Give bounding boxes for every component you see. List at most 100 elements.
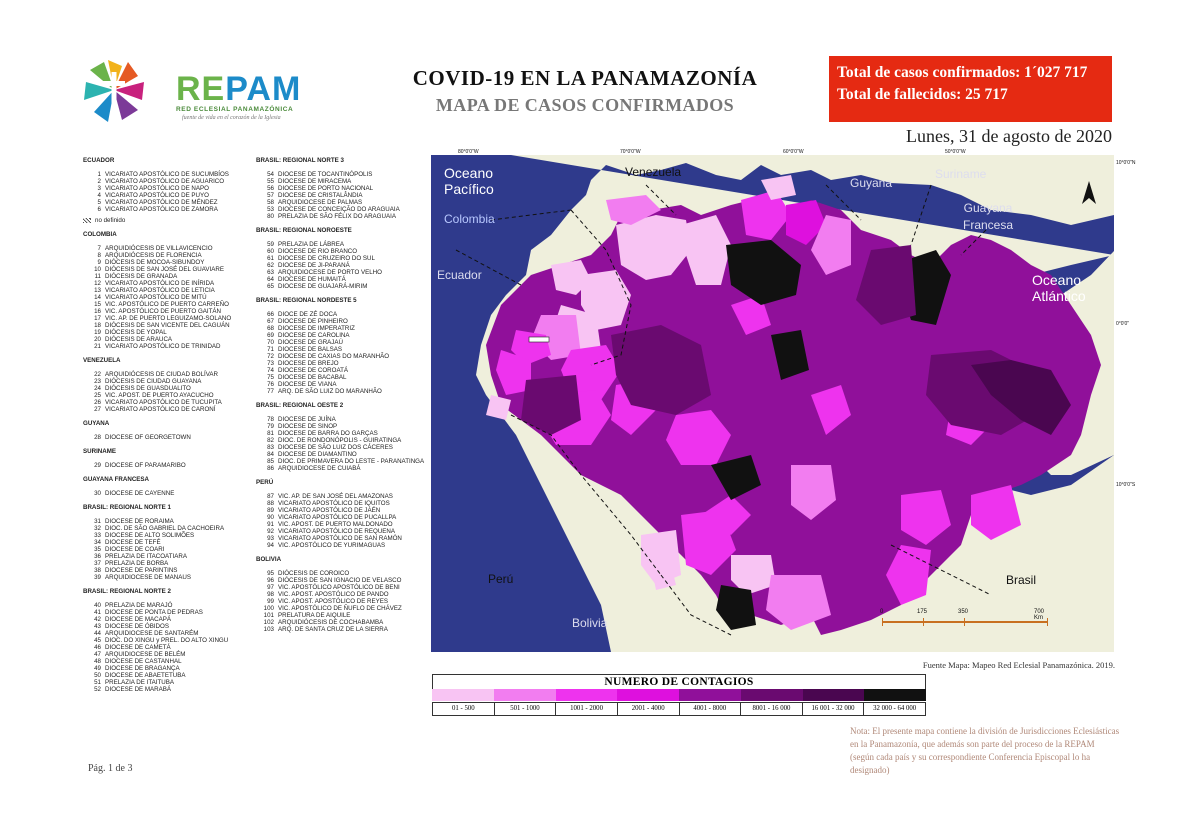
list-section-header: BRASIL: REGIONAL OESTE 2 [256,402,344,409]
label-colombia: Colombia [444,212,495,226]
jurisdiction-item: 54 DIOCESE DE TOCANTINÓPOLIS [256,171,428,178]
jurisdiction-name: DIOCESE DE BRAGANÇA [105,665,180,672]
jurisdiction-number: 73 [267,360,274,367]
legend-swatch [617,689,679,701]
jurisdiction-name: VIC. APOSTÓLICO DE ÑUFLO DE CHÁVEZ [278,605,402,612]
jurisdiction-item: 62 DIOCESE DE JI-PARANÁ [256,262,428,269]
jurisdiction-item: 88 VICARIATO APOSTÓLICO DE IQUITOS [256,500,428,507]
jurisdiction-name: DIOCESE DE JUÍNA [278,416,336,423]
jurisdiction-number: 50 [94,672,101,679]
region-86 [901,490,951,545]
region-27 [786,200,826,245]
jurisdiction-item: 81 DIOCESE DE BARRA DO GARÇAS [256,430,428,437]
jurisdiction-item: 70 DIOCESE DE GRAJAÚ [256,339,428,346]
jurisdiction-name: DIOC. DE RONDONÓPOLIS - GUIRATINGA [278,437,402,444]
jurisdiction-name: DIOCESE DE TOCANTINÓPOLIS [278,171,373,178]
jurisdiction-name: ARQUIDIOCESE DE PALMAS [278,199,363,206]
jurisdiction-item: 79 DIOCESE DE SINOP [256,423,428,430]
jurisdiction-name: DIOCESE DE JI-PARANÁ [278,262,350,269]
jurisdiction-item: 21 VICARIATO APOSTÓLICO DE TRINIDAD [83,343,253,350]
jurisdiction-number: 64 [267,276,274,283]
jurisdiction-number: 5 [97,199,101,206]
jurisdiction-name: VICARIATO APOSTÓLICO DE SAN RAMÓN [278,535,402,542]
jurisdiction-name: DIOC. DE PRIMAVERA DO LESTE - PARANATING… [278,458,425,465]
jurisdiction-number: 13 [94,287,101,294]
jurisdiction-number: 46 [94,644,101,651]
jurisdiction-item: 58 ARQUIDIOCESE DE PALMAS [256,199,428,206]
legend-swatch [555,689,618,701]
list-section-header: GUAYANA FRANCESA [83,476,150,483]
jurisdiction-name: DIOCESE DE VIANA [278,381,337,388]
jurisdiction-number: 43 [94,623,101,630]
jurisdiction-item: 60 DIOCESE DE RIO BRANCO [256,248,428,255]
jurisdiction-number: 74 [267,367,274,374]
jurisdiction-name: DIOCESE DE CRUZEIRO DO SUL [278,255,375,262]
jurisdiction-item: 73 DIOCESE DE BREJO [256,360,428,367]
jurisdiction-item: 50 DIOCESE DE ABAETETUBA [83,672,253,679]
jurisdiction-name: DIOCESE DE GRAJAÚ [278,339,343,346]
region-06 [486,395,511,420]
jurisdiction-item: 95 DIÓCESIS DE COROICO [256,570,428,577]
jurisdiction-name: DIÓCESIS DE CIUDAD GUAYANA [105,378,202,385]
jurisdiction-number: 94 [267,542,274,549]
jurisdiction-name: DIOCESE DE PONTA DE PEDRAS [105,609,203,616]
jurisdiction-name: DIOC. DO XINGU y PREL. DO ALTO XINGU [105,637,229,644]
jurisdiction-item: 13 VICARIATO APOSTÓLICO DE LETICIA [83,287,253,294]
jurisdiction-number: 98 [267,591,274,598]
jurisdiction-number: 9 [97,259,101,266]
list-section-header: PERÚ [256,479,274,486]
legend-class-label: 8001 - 16 000 [740,703,802,715]
jurisdiction-number: 71 [267,346,274,353]
jurisdiction-item: 75 DIOCESE DE BACABAL [256,374,428,381]
jurisdiction-name: DIOCESE DE ÓBIDOS [105,623,169,630]
jurisdiction-item: 27 VICARIATO APOSTÓLICO DE CARONÍ [83,406,253,413]
jurisdiction-item: 11 DIÓCESIS DE GRANADA [83,273,253,280]
jurisdiction-number: 17 [94,315,101,322]
jurisdiction-item: 38 DIOCESE DE PARINTINS [83,567,253,574]
jurisdiction-item: 99 VIC. APOST. APOSTÓLICO DE REYES [256,598,428,605]
jurisdiction-name: DIOCESE DE PORTO NACIONAL [278,185,374,192]
jurisdiction-number: 78 [267,416,274,423]
jurisdiction-number: 33 [94,532,101,539]
list-section-header: BRASIL: REGIONAL NORTE 3 [256,157,344,164]
jurisdiction-item: 34 DIOCESE DE TEFÉ [83,539,253,546]
jurisdiction-name: VICARIATO APOSTÓLICO DE CARONÍ [105,406,216,413]
label-ecuador: Ecuador [437,268,482,282]
jurisdiction-number: 2 [97,178,101,185]
jurisdiction-item: 78 DIOCESE DE JUÍNA [256,416,428,423]
legend-swatch [493,689,556,701]
jurisdiction-item: 29 DIOCESE OF PARAMARIBO [83,462,253,469]
jurisdiction-name: ARQUIDIOCESE DE BELÉM [105,651,186,658]
jurisdiction-number: 59 [267,241,274,248]
jurisdiction-name: DIOCESE DE RORAIMA [105,518,174,525]
jurisdiction-item: 103 ARQ. DE SANTA CRUZ DE LA SIERRA [256,626,428,633]
jurisdiction-name: DIOCESE DE MACAPÁ [105,616,172,623]
jurisdiction-number: 21 [94,343,101,350]
jurisdiction-number: 88 [267,500,274,507]
jurisdiction-name: DIÓCESIS DE ARAUCA [105,336,173,343]
jurisdiction-item: 14 VICARIATO APOSTÓLICO DE MITÚ [83,294,253,301]
total-deaths: Total de fallecidos: 25 717 [837,86,1008,103]
jurisdiction-name: DIOCESE DE RIO BRANCO [278,248,358,255]
jurisdiction-number: 57 [267,192,274,199]
jurisdiction-item: 89 VICARIATO APOSTÓLICO DE JAÉN [256,507,428,514]
jurisdiction-name: VICARIATO APOSTÓLICO DE TRINIDAD [105,343,221,350]
jurisdiction-name: DIÓCESIS DE YOPAL [105,329,167,336]
jurisdiction-name: PRELATURA DE AIQUILE [278,612,351,619]
jurisdiction-number: 25 [94,392,101,399]
jurisdiction-item: 82 DIOC. DE RONDONÓPOLIS - GUIRATINGA [256,437,428,444]
jurisdiction-name: DIOCESE DE BREJO [278,360,339,367]
jurisdiction-name: DIOCESE DE MARABÁ [105,686,172,693]
jurisdiction-number: 56 [267,185,274,192]
jurisdiction-item: 84 DIOCESE DE DIAMANTINO [256,451,428,458]
jurisdiction-item: 31 DIOCESE DE RORAIMA [83,518,253,525]
jurisdiction-number: 10 [94,266,101,273]
logo-tagline: fuente de vida en el corazón de la Igles… [182,115,281,121]
jurisdiction-name: ARQUIDIOCESE DE PORTO VELHO [278,269,382,276]
jurisdiction-item: 83 DIOCESE DE SÃO LUIZ DOS CÁCERES [256,444,428,451]
report-date: Lunes, 31 de agosto de 2020 [906,126,1112,146]
jurisdiction-item: 19 DIÓCESIS DE YOPAL [83,329,253,336]
label-pacific-ocean: Oceano Pacífico [444,165,494,197]
jurisdiction-name: ARQUIDIÓCESIS DE FLORENCIA [105,252,202,259]
jurisdiction-name: DIOCESE DE CASTANHAL [105,658,182,665]
